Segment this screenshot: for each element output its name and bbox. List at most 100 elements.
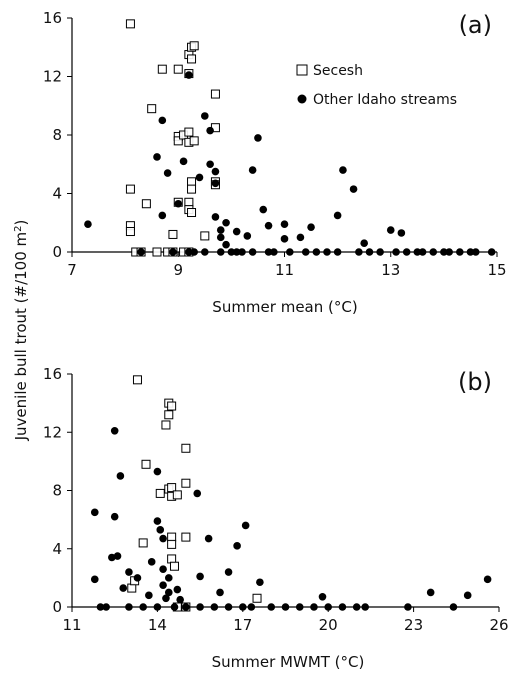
other-stream-point: [338, 603, 347, 611]
secesh-point: [187, 54, 197, 64]
other-stream-point: [145, 591, 153, 600]
x-tick-label: 7: [67, 261, 77, 279]
other-stream-point: [125, 568, 133, 576]
secesh-point: [181, 443, 191, 453]
other-stream-point: [196, 572, 204, 581]
other-stream-point: [102, 603, 110, 611]
other-stream-point: [162, 594, 170, 603]
other-stream-point: [201, 248, 209, 256]
other-stream-point: [133, 574, 142, 582]
other-stream-point: [164, 574, 173, 582]
other-stream-point: [301, 248, 310, 256]
other-stream-point: [222, 218, 230, 227]
panel-a-xticks: 7 9 11 13 15: [67, 252, 507, 279]
other-stream-point: [339, 166, 347, 174]
other-stream-point: [174, 199, 183, 208]
y-tick-label: 4: [52, 185, 62, 203]
other-stream-point: [296, 233, 305, 242]
other-stream-point: [153, 153, 161, 161]
other-stream-point: [270, 248, 278, 256]
y-axis-label-sup: 2: [13, 225, 24, 231]
y-tick-label: 12: [43, 423, 62, 441]
x-tick-label: 9: [173, 261, 183, 279]
x-tick-label: 11: [275, 261, 294, 279]
other-stream-point: [158, 116, 167, 125]
secesh-point: [173, 64, 183, 74]
other-stream-point: [310, 603, 318, 611]
other-stream-point: [206, 126, 214, 135]
secesh-point: [164, 410, 174, 420]
y-tick-label: 0: [52, 598, 62, 616]
other-stream-point: [281, 603, 290, 611]
other-stream-point: [248, 248, 257, 256]
other-stream-point: [365, 248, 374, 256]
secesh-point: [187, 208, 197, 218]
secesh-point: [125, 184, 135, 194]
other-stream-point: [324, 603, 333, 611]
legend-secesh-label: Secesh: [313, 63, 363, 79]
other-stream-point: [445, 248, 453, 256]
secesh-point: [167, 483, 177, 493]
other-stream-point: [224, 568, 233, 576]
other-stream-point: [238, 248, 246, 256]
panel-a-xlabel: Summer mean (°C): [212, 298, 357, 316]
other-stream-point: [463, 591, 472, 600]
other-stream-point: [376, 248, 384, 256]
other-stream-point: [204, 534, 213, 543]
other-stream-point: [96, 603, 105, 611]
other-stream-point: [125, 603, 133, 611]
other-stream-point: [233, 542, 241, 550]
other-stream-point: [386, 226, 395, 234]
other-stream-point: [227, 248, 236, 256]
other-stream-point: [116, 472, 125, 480]
panel-b-label: (b): [458, 368, 492, 396]
other-stream-point: [239, 603, 247, 611]
secesh-point: [157, 64, 167, 74]
other-stream-point: [164, 588, 173, 597]
other-stream-point: [333, 211, 342, 220]
other-stream-point: [156, 526, 165, 534]
other-stream-point: [349, 185, 358, 193]
other-stream-point: [113, 552, 122, 560]
other-stream-point: [429, 248, 438, 256]
secesh-point: [187, 184, 197, 194]
other-stream-point: [185, 71, 193, 79]
other-stream-point: [147, 558, 156, 566]
other-stream-point: [201, 112, 209, 120]
secesh-point: [184, 197, 194, 207]
other-stream-point: [360, 239, 368, 248]
panel-a-yticks: 0 4 8 12 16: [43, 9, 72, 261]
y-tick-label: 0: [52, 243, 62, 261]
x-tick-label: 26: [489, 616, 508, 634]
other-stream-point: [153, 467, 162, 476]
other-stream-point: [286, 248, 294, 256]
other-stream-point: [418, 248, 427, 256]
other-stream-point: [397, 229, 406, 237]
other-stream-point: [323, 248, 331, 256]
secesh-point: [189, 136, 199, 146]
panel-a-label: (a): [459, 11, 492, 39]
other-stream-point: [211, 167, 220, 176]
secesh-point: [155, 488, 165, 498]
secesh-point: [125, 19, 135, 29]
other-stream-point: [232, 248, 241, 256]
other-stream-point: [487, 248, 496, 256]
panel-b-axes: [71, 374, 499, 608]
other-stream-point: [232, 227, 241, 236]
other-stream-point: [224, 603, 233, 611]
secesh-point: [200, 231, 210, 241]
other-stream-point: [153, 603, 162, 611]
other-stream-point: [159, 581, 167, 589]
other-stream-point: [355, 248, 363, 256]
panel-a: 7 9 11 13 15 0 4 8 12 16 Summer mean (°C) (a) Se…: [43, 9, 507, 316]
other-stream-point: [267, 603, 276, 611]
secesh-point: [141, 459, 151, 469]
other-stream-point: [182, 603, 190, 611]
other-stream-point: [108, 553, 116, 562]
other-stream-point: [216, 248, 225, 256]
other-stream-point: [158, 211, 167, 220]
secesh-point: [152, 247, 162, 257]
other-stream-point: [216, 588, 224, 597]
secesh-point: [167, 539, 177, 549]
other-stream-point: [195, 173, 204, 182]
